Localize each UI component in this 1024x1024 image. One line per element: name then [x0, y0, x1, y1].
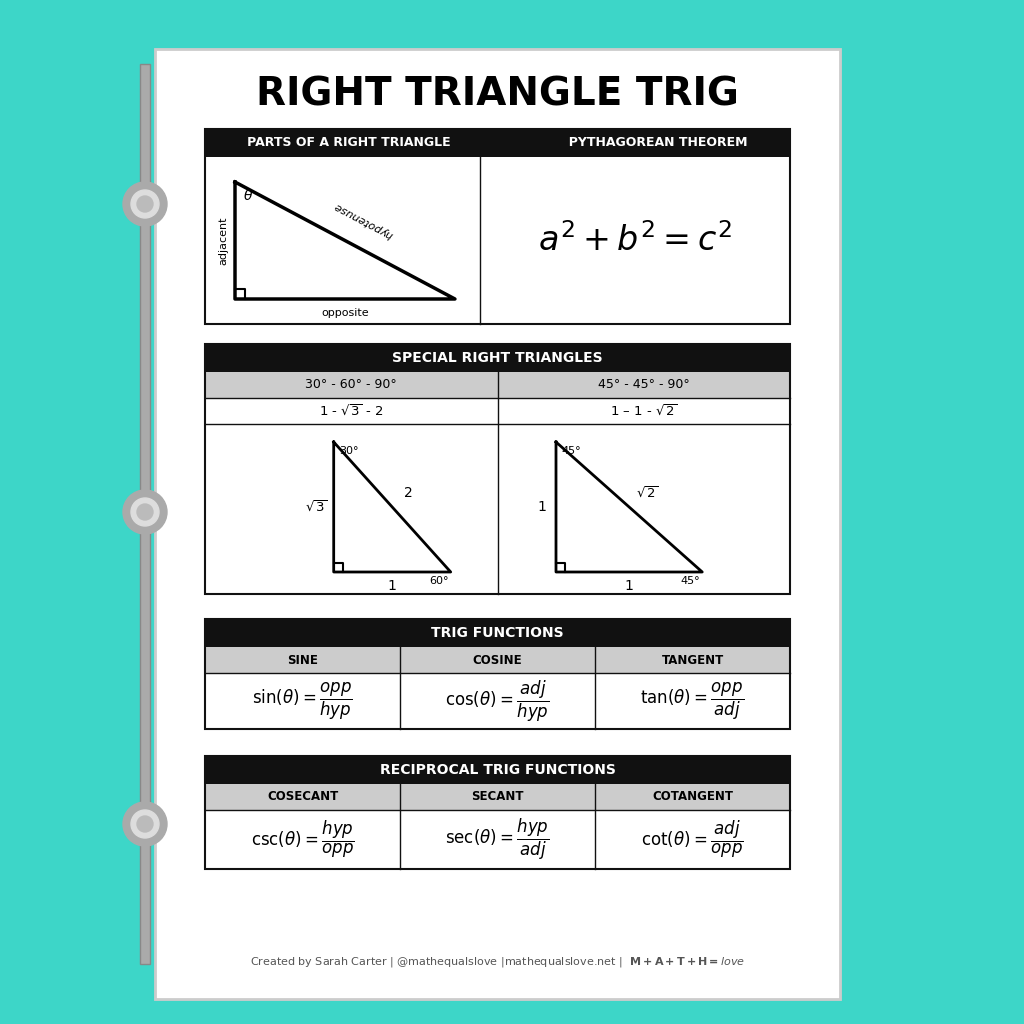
Circle shape — [131, 810, 159, 838]
Circle shape — [123, 490, 167, 534]
Text: PARTS OF A RIGHT TRIANGLE                           PYTHAGOREAN THEOREM: PARTS OF A RIGHT TRIANGLE PYTHAGOREAN TH… — [234, 136, 761, 150]
Text: $\tan(\theta) = \dfrac{opp}{adj}$: $\tan(\theta) = \dfrac{opp}{adj}$ — [640, 680, 744, 722]
Bar — [205, 618, 790, 647]
Text: 1: 1 — [388, 579, 396, 593]
Text: COSINE: COSINE — [473, 653, 522, 667]
Text: hypotenuse: hypotenuse — [332, 201, 394, 241]
Text: 45°: 45° — [561, 446, 581, 456]
Bar — [155, 49, 840, 999]
Text: 60°: 60° — [429, 575, 449, 586]
Bar — [205, 784, 790, 810]
Text: $\cot(\theta) = \dfrac{adj}{opp}$: $\cot(\theta) = \dfrac{adj}{opp}$ — [641, 819, 743, 860]
Text: $\sqrt{3}$: $\sqrt{3}$ — [304, 500, 327, 515]
Bar — [205, 618, 790, 729]
Circle shape — [131, 190, 159, 218]
Text: RIGHT TRIANGLE TRIG: RIGHT TRIANGLE TRIG — [256, 75, 739, 113]
Text: TRIG FUNCTIONS: TRIG FUNCTIONS — [431, 626, 564, 640]
Circle shape — [137, 816, 153, 831]
Text: 1 - $\sqrt{3}$ - 2: 1 - $\sqrt{3}$ - 2 — [319, 403, 383, 419]
Circle shape — [131, 498, 159, 526]
Bar — [0, 0, 160, 1024]
Text: 1 – 1 - $\sqrt{2}$: 1 – 1 - $\sqrt{2}$ — [610, 403, 678, 419]
Text: $\sec(\theta) = \dfrac{hyp}{adj}$: $\sec(\theta) = \dfrac{hyp}{adj}$ — [445, 817, 550, 862]
Circle shape — [137, 196, 153, 212]
Circle shape — [123, 802, 167, 846]
Text: $\sin(\theta) = \dfrac{opp}{hyp}$: $\sin(\theta) = \dfrac{opp}{hyp}$ — [252, 680, 353, 722]
Text: 45° - 45° - 90°: 45° - 45° - 90° — [598, 379, 689, 391]
Bar — [205, 647, 790, 673]
Bar — [155, 49, 840, 999]
Text: COTANGENT: COTANGENT — [652, 791, 733, 804]
Text: SPECIAL RIGHT TRIANGLES: SPECIAL RIGHT TRIANGLES — [392, 351, 603, 365]
Text: $\sqrt{2}$: $\sqrt{2}$ — [636, 485, 658, 501]
Bar — [205, 398, 790, 424]
Text: $\cos(\theta) = \dfrac{adj}{hyp}$: $\cos(\theta) = \dfrac{adj}{hyp}$ — [445, 678, 550, 724]
Bar — [205, 129, 790, 157]
Bar — [205, 756, 790, 784]
Bar — [205, 344, 790, 594]
Text: $\theta$: $\theta$ — [243, 188, 253, 203]
Text: opposite: opposite — [322, 308, 369, 318]
Circle shape — [123, 182, 167, 226]
Text: Created by Sarah Carter | @mathequalslove |mathequalslove.net |  $\mathbf{M + A : Created by Sarah Carter | @mathequalslov… — [250, 955, 745, 969]
Bar — [205, 756, 790, 869]
Bar — [205, 344, 790, 372]
Text: 45°: 45° — [681, 575, 700, 586]
Text: COSECANT: COSECANT — [267, 791, 338, 804]
Text: $a^2 + b^2 = c^2$: $a^2 + b^2 = c^2$ — [538, 223, 732, 258]
Text: 30°: 30° — [339, 446, 358, 456]
Text: 2: 2 — [403, 486, 413, 500]
Text: SINE: SINE — [287, 653, 317, 667]
Text: TANGENT: TANGENT — [662, 653, 724, 667]
Text: 1: 1 — [538, 500, 547, 514]
Text: adjacent: adjacent — [218, 216, 228, 265]
Text: RECIPROCAL TRIG FUNCTIONS: RECIPROCAL TRIG FUNCTIONS — [380, 763, 615, 777]
Text: 30° - 60° - 90°: 30° - 60° - 90° — [305, 379, 397, 391]
Bar — [205, 129, 790, 324]
Text: 1: 1 — [625, 579, 634, 593]
Text: $\csc(\theta) = \dfrac{hyp}{opp}$: $\csc(\theta) = \dfrac{hyp}{opp}$ — [251, 819, 354, 860]
Bar — [205, 372, 790, 398]
Circle shape — [137, 504, 153, 520]
Text: SECANT: SECANT — [471, 791, 523, 804]
Bar — [140, 63, 150, 964]
